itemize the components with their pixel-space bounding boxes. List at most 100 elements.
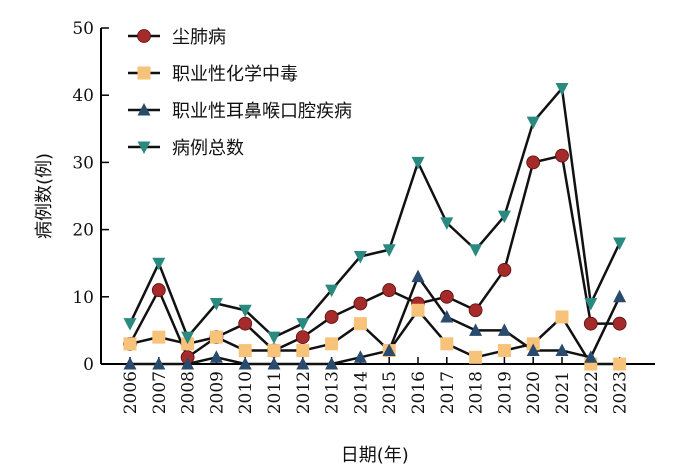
data-point-series-2	[238, 357, 252, 370]
x-tick-label: 2008	[179, 371, 199, 414]
data-point-series-2	[267, 357, 281, 370]
y-tick-label: 10	[72, 288, 94, 308]
y-tick-label: 50	[72, 19, 94, 39]
data-point-series-2	[555, 343, 569, 357]
x-tick-label: 2013	[323, 371, 343, 414]
data-point-series-3	[526, 116, 540, 130]
x-tick-label: 2020	[524, 371, 544, 414]
x-tick-label: 2011	[265, 371, 285, 414]
x-tick-label: 2014	[351, 371, 371, 414]
data-point-series-3	[123, 318, 137, 331]
data-point-series-1	[613, 357, 627, 371]
data-point-series-3	[325, 284, 339, 298]
data-point-series-3	[353, 250, 367, 264]
data-point-series-0	[324, 310, 339, 324]
x-tick-label: 2017	[438, 371, 458, 414]
data-point-series-2	[411, 269, 425, 283]
data-point-series-2	[181, 357, 195, 370]
data-point-series-2	[353, 350, 367, 363]
data-point-series-3	[382, 244, 396, 257]
legend-label: 职业性耳鼻喉口腔疾病	[172, 101, 352, 122]
data-point-series-3	[613, 237, 627, 251]
data-point-series-2	[526, 343, 540, 357]
data-point-series-2	[584, 350, 598, 363]
data-point-series-1	[296, 344, 310, 358]
legend-marker	[137, 103, 151, 116]
data-point-series-2	[382, 343, 396, 357]
data-point-series-2	[469, 323, 483, 336]
x-tick-label: 2010	[236, 371, 256, 414]
data-point-series-3	[440, 217, 454, 230]
legend-label: 职业性化学中毒	[172, 64, 298, 85]
y-tick-label: 40	[72, 86, 94, 106]
data-point-series-1	[353, 317, 367, 331]
x-tick-label: 2019	[495, 371, 515, 414]
data-point-series-3	[209, 298, 223, 311]
data-point-series-3	[238, 304, 252, 318]
data-point-series-1	[238, 344, 252, 358]
data-point-series-0	[295, 330, 310, 345]
data-point-series-1	[440, 337, 454, 351]
data-point-series-3	[411, 156, 425, 170]
data-point-series-3	[181, 331, 195, 345]
data-point-series-2	[296, 357, 310, 370]
data-point-series-1	[325, 337, 339, 351]
data-point-series-1	[469, 350, 483, 364]
x-tick-label: 2016	[409, 371, 429, 414]
x-axis-title: 日期(年)	[341, 445, 409, 466]
series-line-2	[130, 275, 621, 366]
x-tick-label: 2015	[380, 371, 400, 414]
data-point-series-1	[267, 344, 281, 358]
data-point-series-3	[497, 210, 511, 224]
data-point-series-0	[583, 316, 598, 331]
data-point-series-0	[238, 316, 253, 331]
x-tick-label: 2021	[553, 371, 573, 414]
data-point-series-0	[439, 289, 454, 304]
series-line-0	[128, 154, 620, 359]
data-point-series-1	[411, 303, 425, 317]
y-tick-label: 20	[72, 221, 94, 241]
legend-marker	[137, 29, 151, 43]
series-markers	[123, 82, 627, 371]
x-tick-label: 2006	[121, 371, 141, 414]
data-point-series-3	[469, 244, 483, 257]
x-tick-label: 2007	[150, 371, 170, 414]
data-point-series-0	[555, 148, 569, 163]
data-point-series-0	[526, 155, 541, 170]
series-line-3	[128, 87, 621, 339]
x-tick-label: 2018	[467, 371, 487, 414]
data-point-series-2	[123, 357, 137, 370]
data-point-series-3	[584, 298, 598, 311]
data-point-series-0	[468, 303, 483, 318]
y-tick-label: 30	[72, 153, 94, 173]
x-tick-label: 2009	[207, 371, 227, 414]
data-point-series-1	[123, 337, 137, 351]
data-point-series-2	[209, 350, 223, 363]
data-point-series-0	[612, 316, 627, 331]
data-point-series-2	[613, 289, 627, 303]
legend-marker	[137, 141, 151, 154]
data-point-series-1	[209, 330, 223, 344]
data-point-series-0	[151, 283, 166, 297]
data-point-series-1	[152, 330, 166, 344]
data-point-series-3	[555, 82, 569, 96]
data-point-series-2	[497, 323, 511, 336]
data-point-series-1	[497, 344, 511, 358]
data-point-series-3	[296, 318, 310, 331]
data-point-series-0	[353, 296, 368, 311]
x-tick-label: 2012	[294, 371, 314, 414]
data-point-series-2	[152, 357, 166, 370]
legend-label: 尘肺病	[172, 27, 226, 48]
y-axis-title: 病例数(例)	[34, 153, 55, 239]
legend-marker	[137, 66, 151, 80]
x-tick-label: 2022	[582, 371, 602, 414]
data-point-series-0	[382, 283, 397, 297]
x-tick-label: 2023	[611, 371, 631, 414]
data-point-series-1	[555, 310, 569, 324]
tick-labels: 0 10 20 30 40 50 2006 2007 2008 2009 2010 2011 2012 2…	[72, 19, 630, 414]
legend-label: 病例总数	[172, 138, 244, 159]
data-point-series-3	[152, 257, 166, 271]
data-point-series-2	[325, 357, 339, 370]
